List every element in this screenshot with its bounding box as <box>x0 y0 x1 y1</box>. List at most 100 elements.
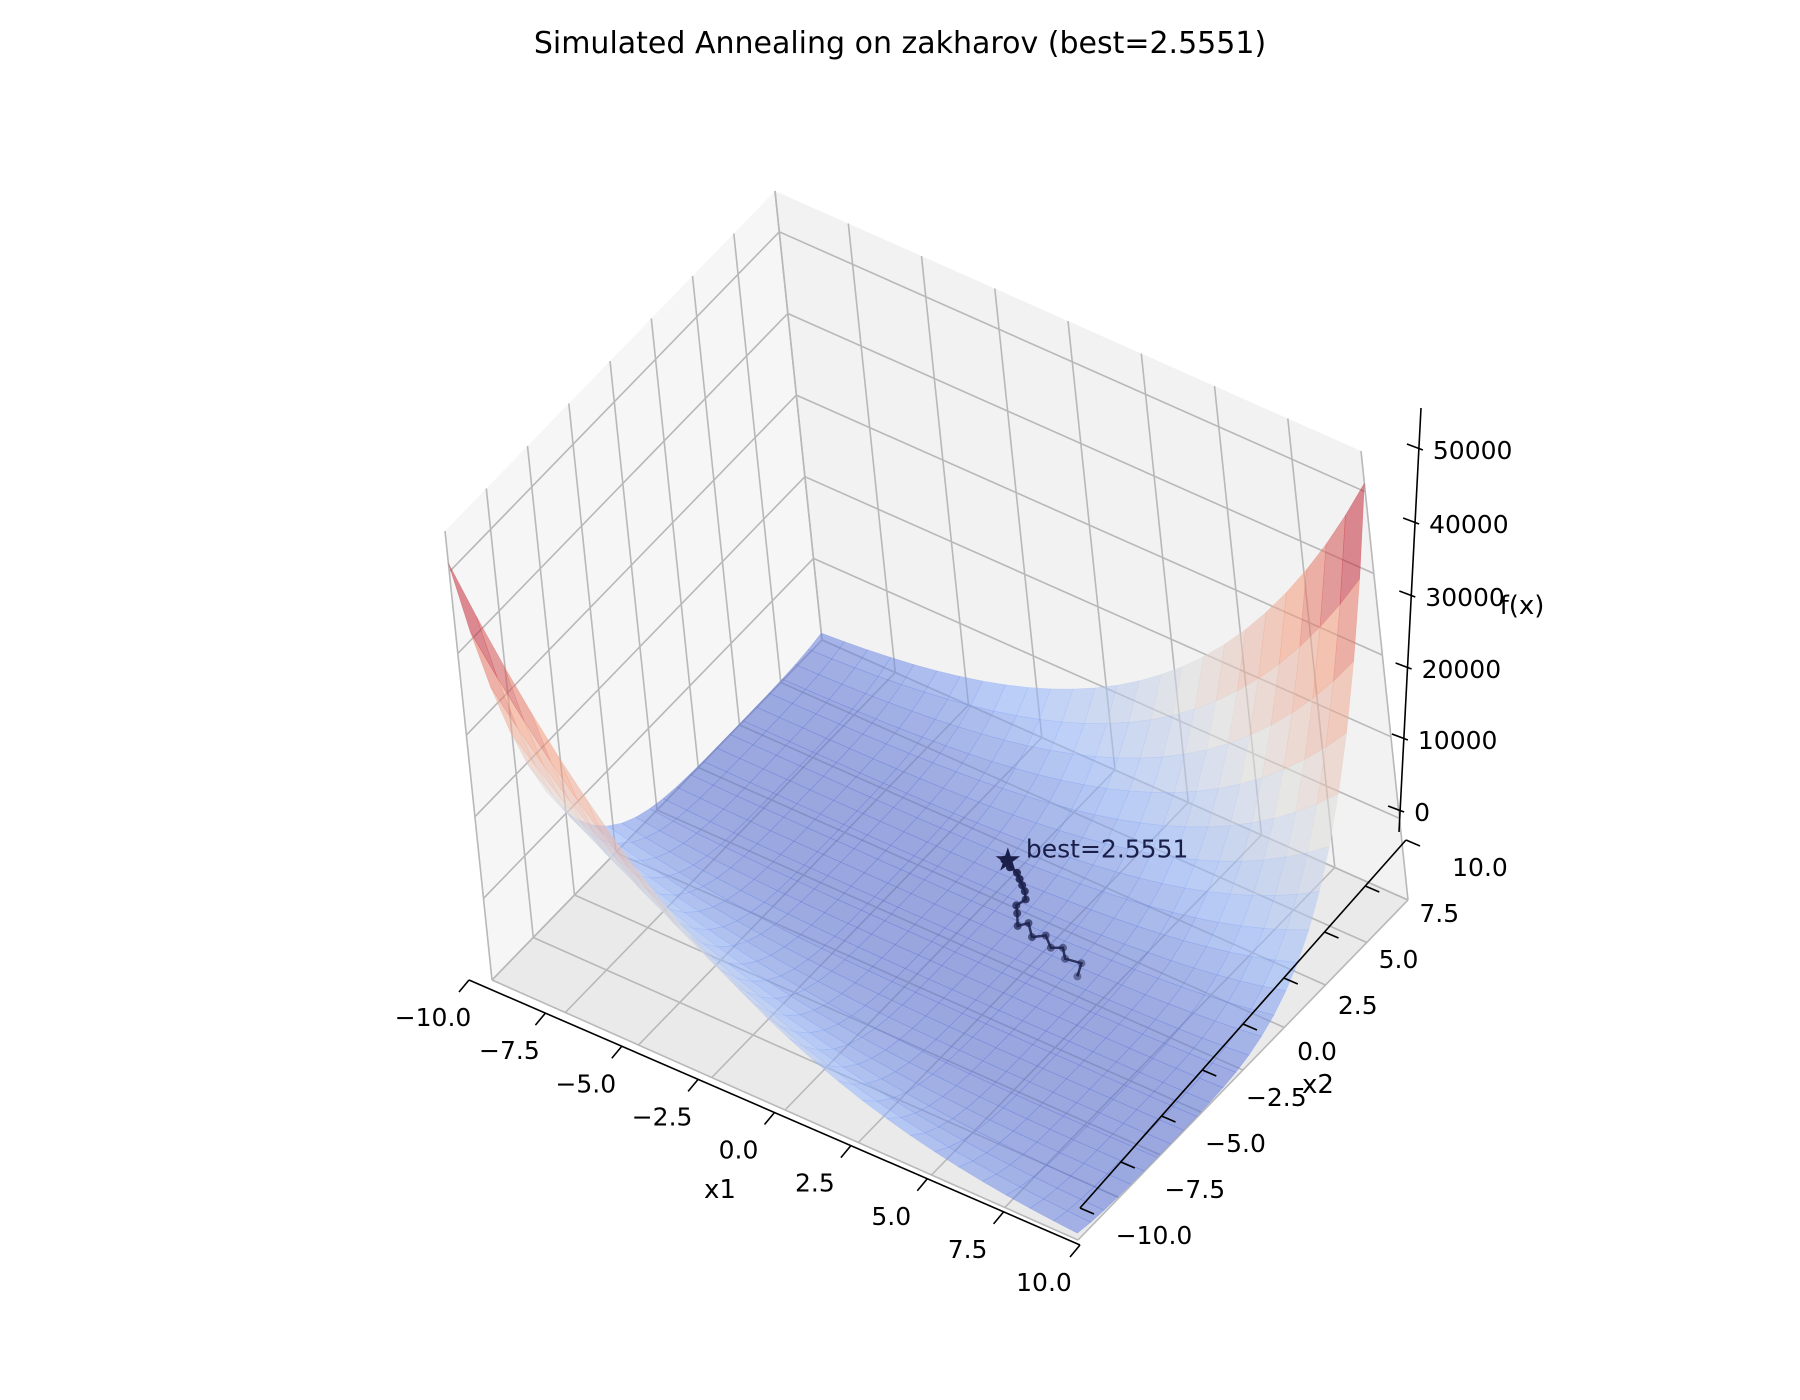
trajectory-point <box>1013 921 1022 930</box>
z-tick <box>1406 443 1424 451</box>
back-grid-z <box>778 231 1366 493</box>
x-tick <box>763 1111 776 1126</box>
z-axis-line <box>1398 407 1422 833</box>
trajectory-point <box>1028 933 1036 942</box>
y-tick <box>1201 1069 1217 1077</box>
floor-grid-x <box>1077 899 1409 1241</box>
x-tick <box>992 1211 1005 1225</box>
left-grid-z <box>457 312 789 655</box>
trajectory-point <box>1005 863 1014 872</box>
y-tick-label: −2.5 <box>1246 1083 1307 1112</box>
z-tick-label: 40000 <box>1429 510 1509 539</box>
y-tick <box>1283 977 1299 985</box>
left-grid-y <box>526 445 576 896</box>
left-grid-y <box>733 233 782 683</box>
x-tick-label: 2.5 <box>795 1169 835 1198</box>
x-tick-label: 0.0 <box>719 1136 759 1165</box>
trajectory-point <box>1013 868 1021 877</box>
trajectory-point <box>1013 909 1022 918</box>
y-tick-label: −7.5 <box>1164 1175 1225 1204</box>
sa-trajectory: ★ best=2.5551 <box>994 835 1189 981</box>
y-tick-label: 0.0 <box>1297 1037 1337 1066</box>
trajectory-point <box>1041 931 1050 940</box>
back-grid-x <box>847 223 897 673</box>
z-tick <box>1391 733 1409 741</box>
trajectory-point <box>1061 954 1070 963</box>
left-grid-z <box>448 231 780 573</box>
trajectory-point <box>1073 972 1082 981</box>
x-tick-label: −5.0 <box>555 1069 616 1098</box>
trajectory-point <box>1058 943 1067 952</box>
y-tick-label: 5.0 <box>1379 945 1419 974</box>
surface-patch <box>1159 1105 1198 1131</box>
chart-title: Simulated Annealing on zakharov (best=2.… <box>534 26 1266 61</box>
z-tick <box>1387 805 1405 813</box>
trajectory-point <box>1077 959 1086 968</box>
y-tick-label: 2.5 <box>1338 991 1378 1020</box>
y-tick-label: 7.5 <box>1419 899 1459 928</box>
trajectory-point <box>1018 881 1027 890</box>
x-tick-label: 10.0 <box>1016 1268 1072 1297</box>
z-axis-label: f(x) <box>1500 591 1545 621</box>
y-tick <box>1324 931 1339 939</box>
z-tick-label: 0 <box>1414 798 1430 827</box>
surface-patch <box>1307 793 1339 854</box>
trajectory-point <box>1024 919 1033 928</box>
surface-patch <box>1296 845 1330 895</box>
x-tick <box>611 1045 623 1059</box>
left-grid-y <box>568 403 617 853</box>
x-tick <box>687 1078 699 1092</box>
y-axis-label: x2 <box>1302 1070 1334 1100</box>
x-tick-label: −7.5 <box>479 1036 540 1065</box>
x-tick <box>916 1178 928 1192</box>
surface-patch <box>1325 660 1355 748</box>
left-grid-y <box>444 530 493 981</box>
surface-patch <box>1053 1210 1092 1234</box>
trajectory-point <box>1046 943 1055 952</box>
surface-patch <box>1339 483 1365 606</box>
axes: −10.0−7.5−5.0−2.50.02.55.07.510.0−10.0−7… <box>395 407 1513 1297</box>
y-tick <box>1161 1115 1176 1123</box>
z-tick-label: 10000 <box>1418 726 1498 755</box>
left-grid-z <box>482 557 815 899</box>
surface-patch <box>1172 1092 1211 1117</box>
x-tick-label: −10.0 <box>395 1003 472 1032</box>
x-tick <box>1069 1244 1081 1258</box>
y-tick-label: −5.0 <box>1205 1129 1266 1158</box>
y-tick <box>1364 885 1380 893</box>
y-tick <box>1120 1161 1136 1169</box>
trajectory-point <box>1015 875 1024 883</box>
trajectory-point <box>1021 895 1030 904</box>
z-tick <box>1402 517 1420 525</box>
x-tick-label: 7.5 <box>948 1235 988 1264</box>
z-tick-label: 30000 <box>1425 583 1505 612</box>
z-tick <box>1395 662 1412 670</box>
x-tick <box>840 1145 852 1159</box>
left-grid-y <box>691 275 741 726</box>
best-label: best=2.5551 <box>1026 835 1189 864</box>
x-tick <box>534 1012 547 1026</box>
x-axis-label: x1 <box>704 1175 736 1205</box>
surface-patch <box>1237 1008 1275 1037</box>
y-tick-label: 10.0 <box>1452 853 1508 882</box>
left-grid-y <box>774 190 823 641</box>
trajectory-point <box>1020 887 1029 896</box>
function-surface <box>448 483 1365 1234</box>
trajectory-point <box>1012 901 1021 910</box>
x-tick-label: 5.0 <box>871 1202 911 1231</box>
left-grid-z <box>465 394 797 736</box>
left-grid-y <box>650 318 700 768</box>
back-grid-x <box>920 255 970 706</box>
z-tick-label: 50000 <box>1433 436 1513 465</box>
back-grid-z <box>787 312 1375 575</box>
best-marker: ★ <box>994 841 1023 879</box>
z-tick-label: 20000 <box>1422 655 1502 684</box>
y-tick <box>1079 1207 1095 1215</box>
trajectory-point <box>1000 855 1009 864</box>
surface-patch <box>1185 1077 1224 1103</box>
y-axis-line <box>1079 839 1407 1209</box>
y-tick-label: −10.0 <box>1116 1221 1193 1250</box>
x-tick <box>458 979 470 993</box>
back-grid-x <box>1360 450 1409 901</box>
